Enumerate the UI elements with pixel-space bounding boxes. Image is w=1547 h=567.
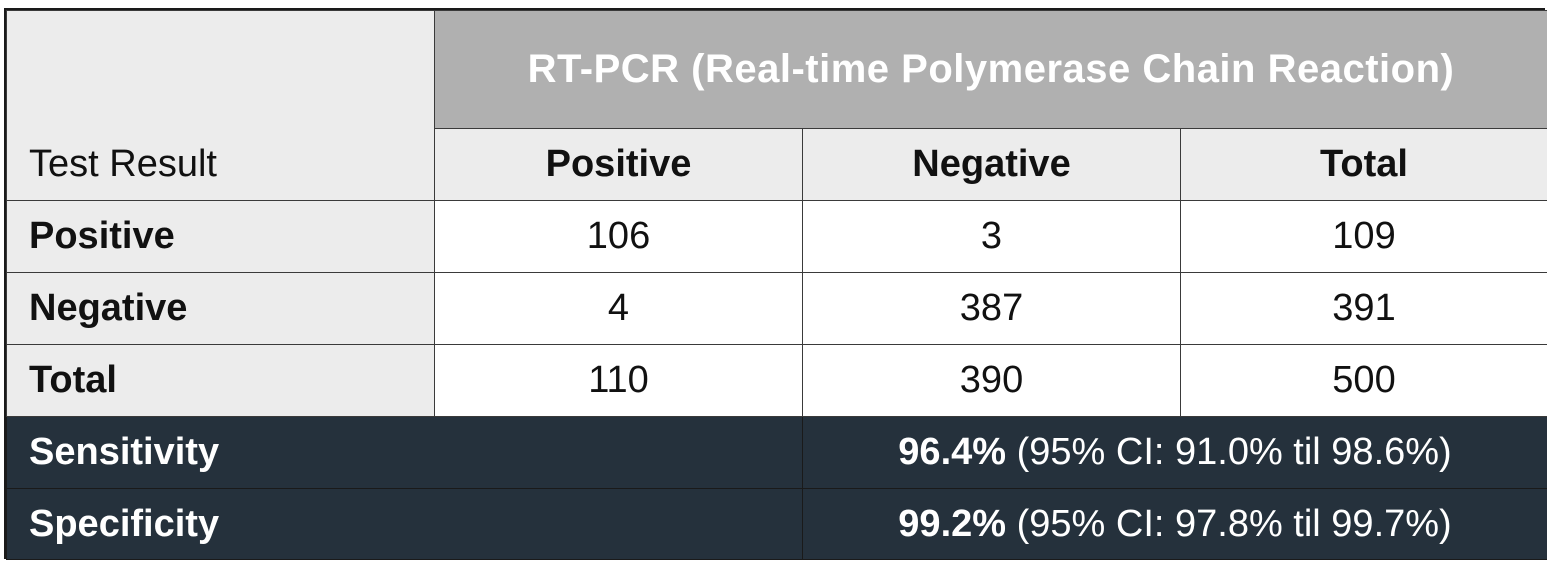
- sensitivity-percent: 96.4%: [898, 431, 1007, 473]
- row-header-negative: Negative: [6, 272, 435, 345]
- specificity-percent: 99.2%: [898, 502, 1007, 545]
- cell-total-negative: 390: [802, 344, 1181, 417]
- cell-negative-negative: 387: [802, 272, 1181, 345]
- column-header-positive: Positive: [434, 128, 803, 201]
- cell-negative-total: 391: [1179, 272, 1547, 345]
- specificity-row: Specificity 99.2% (95% CI: 97.8% til 99.…: [6, 488, 1547, 560]
- row-header-positive: Positive: [6, 200, 435, 273]
- column-header-negative: Negative: [802, 128, 1181, 201]
- cell-total-total: 500: [1179, 344, 1547, 417]
- sensitivity-ci: (95% CI: 91.0% til 98.6%): [1016, 431, 1452, 473]
- table-row: Positive 106 3 109: [6, 200, 1547, 273]
- cell-positive-total: 109: [1179, 200, 1547, 273]
- corner-header-test-result: Test Result: [6, 10, 435, 201]
- table-row: Total 110 390 500: [6, 344, 1547, 417]
- sensitivity-row: Sensitivity 96.4% (95% CI: 91.0% til 98.…: [6, 416, 1547, 489]
- results-table-container: Test Result RT-PCR (Real-time Polymerase…: [4, 8, 1547, 560]
- column-header-total: Total: [1179, 128, 1547, 201]
- rt-pcr-group-header: RT-PCR (Real-time Polymerase Chain React…: [433, 10, 1547, 129]
- cell-positive-positive: 106: [434, 200, 803, 273]
- sensitivity-value: 96.4% (95% CI: 91.0% til 98.6%): [801, 416, 1547, 489]
- table-row: Negative 4 387 391: [6, 272, 1547, 345]
- specificity-ci: (95% CI: 97.8% til 99.7%): [1016, 502, 1452, 545]
- sensitivity-label: Sensitivity: [6, 416, 803, 489]
- specificity-label: Specificity: [6, 488, 803, 560]
- cell-positive-negative: 3: [802, 200, 1181, 273]
- results-table: Test Result RT-PCR (Real-time Polymerase…: [6, 10, 1547, 560]
- cell-total-positive: 110: [434, 344, 803, 417]
- cell-negative-positive: 4: [434, 272, 803, 345]
- row-header-total: Total: [6, 344, 435, 417]
- specificity-value: 99.2% (95% CI: 97.8% til 99.7%): [801, 488, 1547, 560]
